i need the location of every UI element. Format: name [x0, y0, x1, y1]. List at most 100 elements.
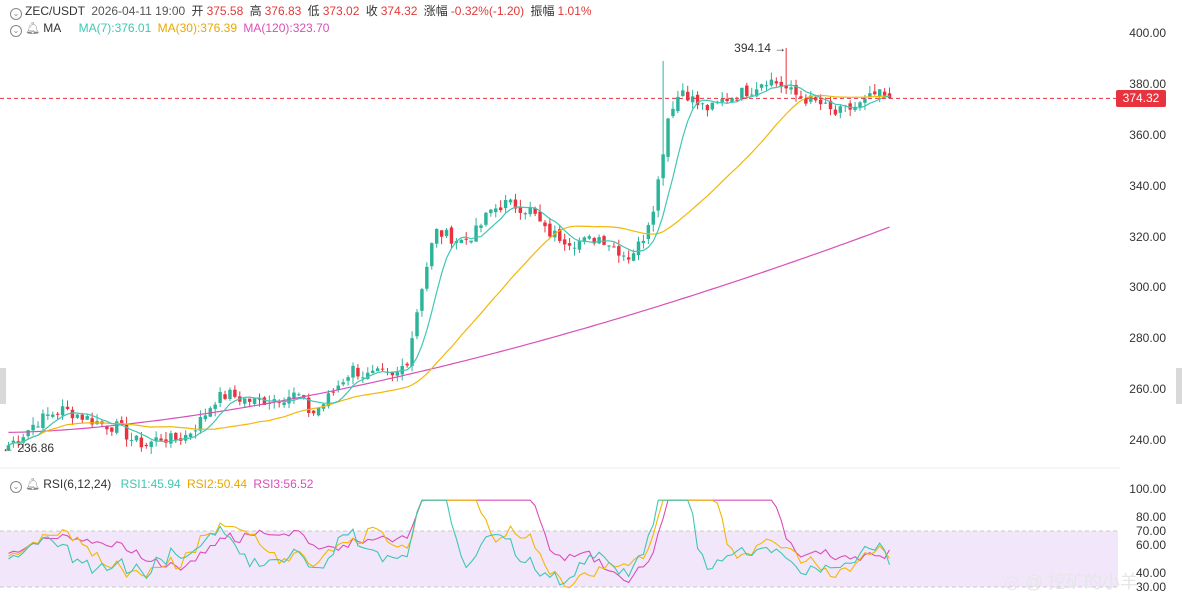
- collapse-icon[interactable]: ⌄: [10, 481, 22, 493]
- candle-body: [538, 211, 542, 222]
- candle-body: [503, 199, 508, 209]
- candle-body: [434, 228, 439, 244]
- candle-body: [366, 372, 370, 379]
- price-tick-label: 360.00: [1129, 127, 1166, 142]
- candle-body: [567, 243, 572, 246]
- candle-body: [297, 394, 301, 396]
- candle-body: [646, 225, 651, 240]
- candle-body: [656, 179, 660, 211]
- candle-body: [823, 102, 828, 104]
- candle-body: [528, 207, 532, 215]
- ma30-value: MA(30):376.39: [157, 21, 238, 35]
- candle-body: [287, 396, 291, 404]
- symbol: ZEC/USDT: [25, 4, 85, 18]
- change-value: -0.32%(-1.20): [450, 4, 525, 18]
- candle-body: [252, 398, 257, 404]
- candle-body: [587, 236, 592, 239]
- change-label: 涨幅: [423, 4, 448, 18]
- candle-body: [577, 241, 582, 250]
- candle-body: [641, 240, 646, 244]
- candle-body: [518, 207, 523, 213]
- candle-body: [233, 389, 237, 397]
- rsi-tick-label: 70.00: [1135, 524, 1166, 538]
- candle-body: [754, 89, 759, 97]
- candle-body: [174, 432, 178, 440]
- candle-body: [607, 245, 611, 247]
- candle-body: [764, 85, 769, 87]
- candle-body: [223, 394, 227, 399]
- candle-body: [46, 414, 50, 416]
- candle-body: [351, 365, 355, 378]
- ticker-header: ⌄ ZEC/USDT 2026-04-11 19:00 开 375.58 高 376.…: [10, 3, 595, 20]
- open-value: 375.58: [206, 4, 244, 18]
- candle-body: [262, 397, 267, 405]
- candle-body: [794, 84, 798, 95]
- candle-body: [749, 94, 754, 96]
- candle-body: [26, 430, 30, 437]
- candle-body: [681, 90, 685, 97]
- candle-body: [533, 208, 537, 214]
- candle-body: [887, 93, 892, 99]
- ma-label[interactable]: MA: [43, 21, 62, 35]
- candle-body: [218, 391, 222, 403]
- candle-body: [341, 382, 345, 385]
- candle-body: [661, 154, 665, 179]
- candle-body: [548, 223, 552, 237]
- price-tick-label: 280.00: [1129, 331, 1166, 346]
- candle-body: [139, 437, 144, 448]
- collapse-icon[interactable]: ⌄: [10, 25, 22, 37]
- candle-body: [863, 98, 867, 103]
- candle-body: [21, 437, 25, 443]
- candle-body: [90, 418, 94, 425]
- collapse-icon[interactable]: ⌄: [10, 8, 22, 20]
- candle-body: [375, 368, 380, 372]
- candle-body: [193, 430, 198, 432]
- amplitude-label: 振幅: [530, 4, 555, 18]
- bell-icon[interactable]: 🔔︎: [25, 477, 41, 491]
- min-price-marker: ← 236.86: [2, 441, 54, 455]
- candle-body: [36, 426, 40, 428]
- candle-body: [838, 106, 843, 113]
- ma120-value: MA(120):323.70: [243, 21, 330, 35]
- candle-body: [203, 415, 208, 420]
- candle-body: [617, 246, 621, 256]
- rsi-tick-label: 100.00: [1129, 482, 1166, 496]
- rsi1-line: [8, 499, 891, 586]
- candle-body: [686, 91, 690, 101]
- candle-body: [715, 101, 719, 103]
- candle-body: [479, 225, 483, 228]
- high-label: 高: [249, 4, 262, 18]
- candle-body: [282, 402, 286, 406]
- candle-body: [769, 79, 774, 86]
- candle-body: [789, 87, 793, 90]
- price-tick-label: 400.00: [1129, 26, 1166, 40]
- candle-body: [183, 434, 188, 441]
- candle-body: [494, 208, 498, 213]
- candle-body: [346, 377, 350, 381]
- rsi-label[interactable]: RSI(6,12,24): [43, 477, 112, 491]
- candle-body: [498, 207, 503, 211]
- candle-body: [149, 441, 153, 447]
- candle-body: [188, 433, 193, 438]
- scroll-left-handle[interactable]: [0, 368, 6, 404]
- scroll-right-handle[interactable]: [1176, 368, 1182, 404]
- candle-body: [513, 199, 518, 209]
- candle-body: [257, 398, 262, 400]
- candle-body: [430, 243, 434, 267]
- current-price-tag: 374.32: [1116, 90, 1166, 107]
- candle-body: [809, 95, 813, 102]
- bell-icon[interactable]: 🔔︎: [25, 21, 41, 35]
- candle-body: [326, 393, 331, 407]
- candle-body: [380, 368, 385, 370]
- candle-body: [572, 247, 577, 249]
- watermark: ◎ @ 挖矿的小羊: [1004, 572, 1138, 592]
- candle-body: [543, 222, 547, 227]
- candle-body: [306, 397, 311, 413]
- candle-body: [105, 426, 109, 430]
- candle-body: [31, 424, 35, 431]
- candle-body: [612, 246, 616, 248]
- candle-body: [115, 421, 119, 433]
- rsi-band: [0, 531, 1118, 587]
- candle-body: [119, 420, 124, 425]
